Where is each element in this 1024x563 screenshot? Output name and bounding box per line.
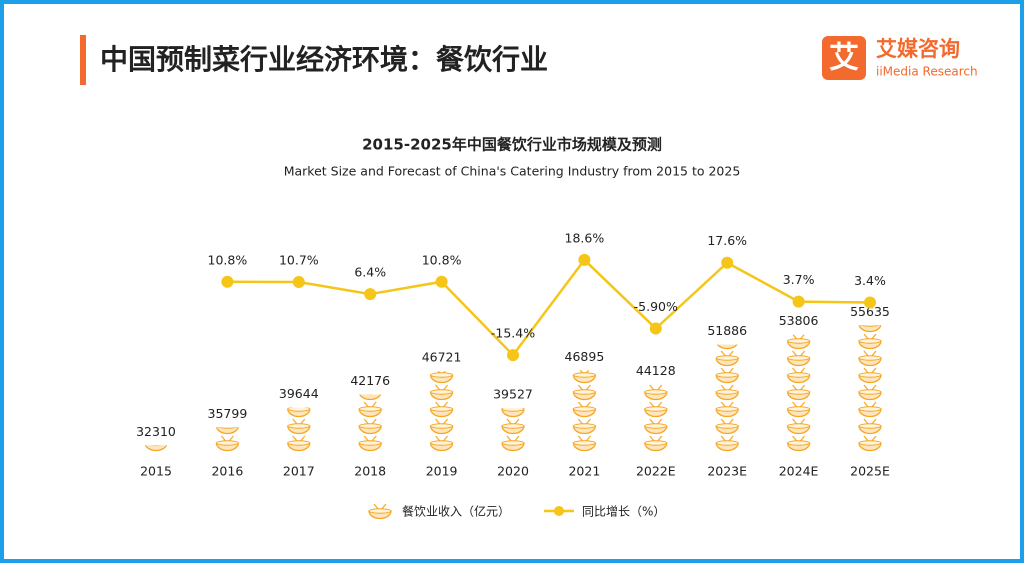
- growth-label: 6.4%: [354, 265, 386, 280]
- bar-value-label: 32310: [136, 424, 176, 439]
- growth-point: [578, 253, 591, 266]
- growth-point: [792, 295, 805, 308]
- legend-dot: [554, 506, 564, 516]
- bar: [213, 427, 242, 452]
- growth-point: [435, 275, 448, 288]
- growth-point: [721, 256, 734, 269]
- growth-point: [864, 296, 876, 309]
- bar-value-label: 46721: [422, 350, 462, 365]
- growth-point: [364, 288, 377, 301]
- logo-sub: iiMedia Research: [876, 65, 978, 79]
- growth-label: 10.8%: [422, 252, 462, 267]
- x-tick-label: 2023E: [707, 464, 747, 479]
- growth-label: -5.90%: [634, 299, 678, 314]
- bar: [499, 408, 527, 452]
- legend-label: 餐饮业收入（亿元）: [402, 504, 510, 519]
- growth-point: [649, 322, 662, 335]
- bar-value-label: 39527: [493, 387, 533, 402]
- x-tick-label: 2024E: [779, 464, 819, 479]
- bar-value-label: 55635: [850, 304, 890, 319]
- bar-value-label: 44128: [636, 363, 676, 378]
- x-tick-label: 2019: [426, 464, 458, 479]
- bowl-rim: [368, 508, 392, 514]
- x-tick-label: 2022E: [636, 464, 676, 479]
- growth-label: 17.6%: [707, 233, 747, 248]
- growth-label: 3.4%: [854, 273, 886, 288]
- logo-name: 艾媒咨询: [876, 37, 960, 61]
- growth-label: 10.8%: [208, 252, 248, 267]
- legend-item: 同比增长（%）: [544, 505, 665, 519]
- bar: [641, 384, 670, 452]
- legend-item: 餐饮业收入（亿元）: [368, 504, 510, 520]
- growth-point: [507, 349, 519, 362]
- bar-value-label: 39644: [279, 386, 319, 401]
- x-tick-label: 2015: [140, 464, 172, 479]
- bar: [570, 370, 599, 452]
- x-tick-label: 2018: [354, 464, 386, 479]
- bar: [784, 334, 813, 452]
- bar: [713, 344, 742, 452]
- bar-value-label: 35799: [208, 406, 248, 421]
- chart-subtitle: Market Size and Forecast of China's Cate…: [284, 164, 741, 179]
- bar: [284, 407, 313, 452]
- growth-point: [221, 275, 234, 288]
- bar: [427, 371, 456, 452]
- growth-label: 10.7%: [279, 253, 319, 268]
- x-tick-label: 2016: [211, 464, 243, 479]
- bar-value-label: 42176: [350, 373, 390, 388]
- growth-label: 3.7%: [783, 272, 815, 287]
- legend-label: 同比增长（%）: [582, 505, 665, 519]
- chart-title: 2015-2025年中国餐饮行业市场规模及预测: [362, 136, 662, 154]
- bar-value-label: 53806: [779, 313, 819, 328]
- x-tick-label: 2020: [497, 464, 529, 479]
- page-title: 中国预制菜行业经济环境：餐饮行业: [100, 43, 548, 76]
- bar: [856, 325, 884, 452]
- logo-box: [822, 36, 866, 80]
- x-tick-label: 2017: [283, 464, 315, 479]
- bar-value-label: 46895: [565, 349, 605, 364]
- x-tick-label: 2021: [568, 464, 600, 479]
- growth-label: 18.6%: [565, 230, 605, 245]
- growth-line: [227, 258, 871, 358]
- bar: [356, 394, 385, 452]
- growth-label: -15.4%: [491, 326, 535, 341]
- logo-mark: 艾: [829, 41, 859, 76]
- bar: [142, 445, 170, 452]
- bar-value-label: 51886: [707, 323, 747, 338]
- x-tick-label: 2025E: [850, 464, 890, 479]
- title-accent: [80, 35, 86, 85]
- growth-point: [292, 276, 305, 289]
